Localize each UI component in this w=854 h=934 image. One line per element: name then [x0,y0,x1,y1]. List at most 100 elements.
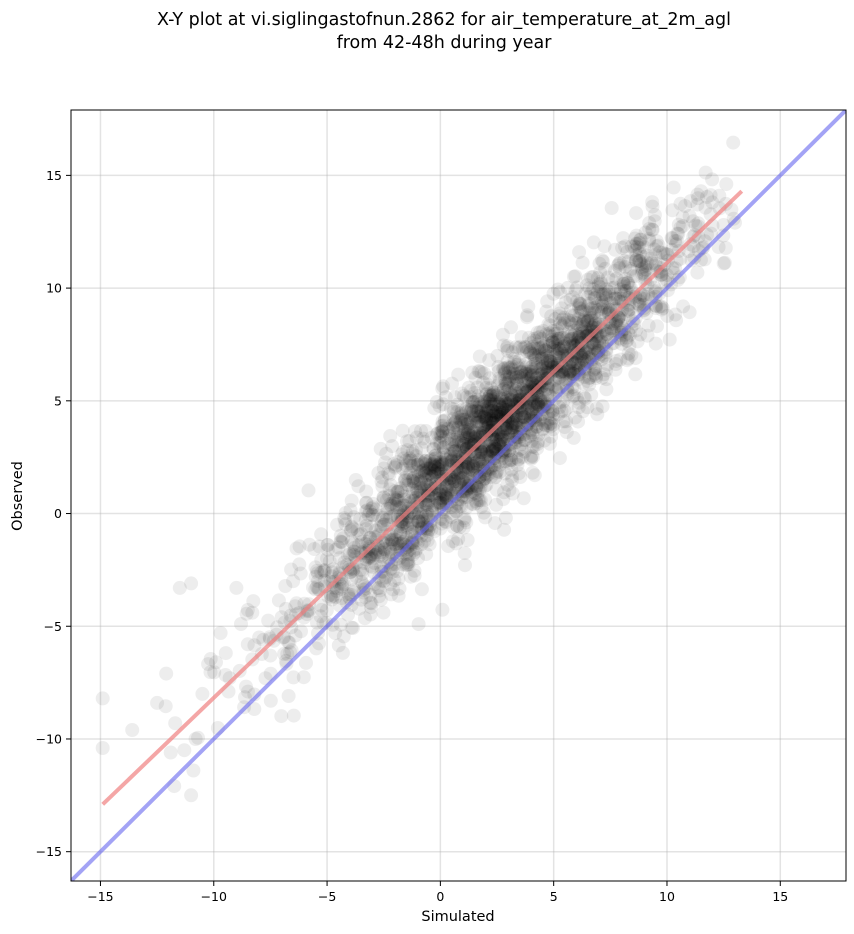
scatter-point [332,551,347,566]
scatter-point [395,461,410,476]
scatter-point [443,450,458,464]
scatter-point [494,430,509,445]
scatter-point [563,303,578,318]
scatter-point [488,441,503,456]
scatter-point [451,367,466,382]
scatter-point [460,490,474,504]
scatter-point [427,451,442,466]
scatter-point [510,457,525,472]
scatter-point [385,532,400,547]
scatter-point [505,486,520,501]
scatter-point [451,531,466,546]
scatter-point [664,230,679,245]
scatter-point [411,514,426,529]
scatter-point [390,485,405,499]
scatter-point [240,637,255,652]
scatter-point [531,397,546,412]
scatter-point [467,437,481,452]
scatter-point [478,410,493,425]
scatter-point [630,334,645,349]
scatter-point [554,344,569,359]
scatter-point [559,414,574,429]
scatter-point [547,378,562,393]
scatter-point [428,465,443,479]
scatter-point [398,537,413,552]
scatter-point [481,405,496,420]
scatter-point [247,702,262,716]
scatter-point [479,447,494,462]
scatter-point [631,253,646,268]
scatter-point [364,596,379,611]
scatter-point [433,476,448,491]
scatter-point [364,519,379,534]
scatter-point [569,346,584,361]
scatter-point [346,510,361,525]
scatter-point [659,268,674,282]
scatter-point [363,587,378,602]
scatter-point [410,472,425,487]
scatter-point [609,353,624,368]
scatter-point [493,432,508,447]
scatter-point [465,408,480,423]
scatter-point [608,362,623,377]
scatter-point [294,624,308,639]
scatter-point [546,411,561,426]
scatter-point [489,434,504,449]
scatter-point [621,254,636,269]
scatter-point [615,302,630,317]
scatter-point [411,617,426,632]
scatter-point [365,508,380,523]
scatter-point [387,497,402,512]
scatter-point [430,492,445,507]
scatter-point [580,314,595,329]
scatter-point [587,357,601,372]
scatter-point [647,208,662,222]
y-tick-label: −15 [36,844,62,859]
scatter-point [605,281,620,295]
scatter-point [401,557,416,572]
scatter-point [345,621,360,635]
scatter-point [558,336,572,351]
scatter-point [406,470,421,485]
scatter-point [451,410,466,425]
scatter-point [442,428,457,443]
scatter-point [474,403,489,418]
scatter-point [506,366,521,381]
scatter-point [486,397,501,412]
scatter-point [463,473,478,488]
scatter-point [460,430,475,445]
scatter-point [582,306,597,320]
scatter-point [184,788,199,803]
scatter-point [446,421,461,436]
scatter-point [431,495,446,510]
scatter-point [461,457,476,472]
scatter-point [668,307,683,322]
scatter-point [344,519,359,534]
scatter-point [587,291,602,306]
scatter-point [307,542,322,556]
scatter-point [463,423,478,438]
scatter-point [595,295,610,310]
scatter-point [437,414,452,428]
scatter-point [502,372,517,387]
scatter-point [322,554,337,569]
scatter-point [511,466,526,481]
scatter-point [284,620,299,635]
scatter-point [517,444,532,459]
scatter-point [438,489,453,504]
scatter-point [505,469,520,484]
scatter-point [528,352,542,367]
scatter-point [463,466,478,481]
scatter-point [525,368,540,383]
scatter-point [507,429,522,444]
scatter-point [648,247,663,262]
scatter-point [613,255,628,270]
scatter-point [619,284,634,298]
scatter-point [479,417,494,432]
scatter-point [577,313,592,328]
scatter-point [365,551,380,566]
scatter-point [449,438,464,453]
scatter-point [402,547,417,562]
scatter-point [502,381,516,396]
scatter-point [495,391,510,406]
